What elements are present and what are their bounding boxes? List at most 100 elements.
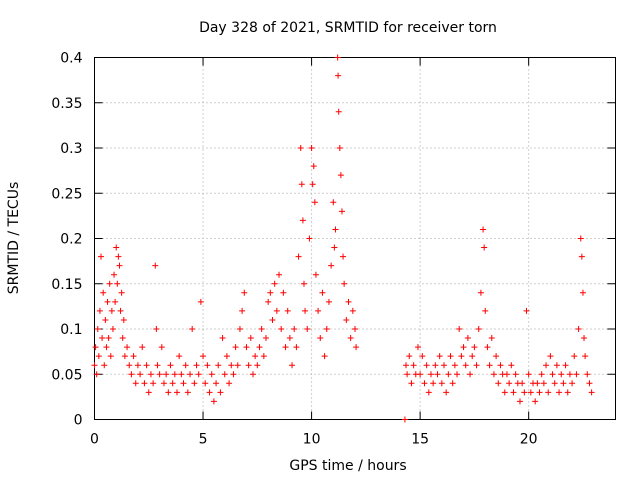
data-point xyxy=(141,380,148,387)
data-point xyxy=(258,326,265,332)
data-point xyxy=(334,54,341,61)
data-point xyxy=(273,307,280,314)
data-point xyxy=(325,298,332,305)
data-point xyxy=(486,362,493,369)
data-point xyxy=(176,353,183,360)
data-point xyxy=(427,371,434,378)
data-point xyxy=(171,371,178,378)
data-point xyxy=(247,335,254,342)
data-point xyxy=(239,307,246,314)
data-point xyxy=(213,380,220,387)
data-point xyxy=(438,380,445,387)
data-point xyxy=(132,380,139,387)
data-point xyxy=(543,362,550,369)
data-point xyxy=(558,371,565,378)
data-point xyxy=(117,307,124,314)
data-point xyxy=(280,289,287,296)
y-tick-label: 0.2 xyxy=(60,232,82,248)
data-point xyxy=(573,371,580,378)
data-point xyxy=(293,344,300,351)
data-point xyxy=(139,344,146,351)
data-point xyxy=(145,389,152,396)
data-point xyxy=(96,307,103,314)
data-point xyxy=(480,226,487,233)
data-point xyxy=(532,398,539,405)
data-point xyxy=(536,389,543,396)
data-point xyxy=(119,335,126,342)
data-point xyxy=(309,181,316,188)
data-point xyxy=(289,362,296,369)
data-point xyxy=(120,316,127,323)
data-point xyxy=(284,307,291,314)
data-point xyxy=(260,353,267,360)
data-point xyxy=(118,289,125,296)
data-point xyxy=(115,253,122,260)
data-point xyxy=(345,298,352,305)
data-point xyxy=(321,353,328,360)
data-point xyxy=(512,371,519,378)
data-point xyxy=(315,307,322,314)
data-point xyxy=(469,353,476,360)
data-point xyxy=(210,398,217,405)
data-point xyxy=(335,108,342,115)
data-point xyxy=(432,362,439,369)
data-point xyxy=(410,362,417,369)
data-point xyxy=(230,371,237,378)
data-point xyxy=(575,326,582,332)
data-point xyxy=(126,362,133,369)
data-point xyxy=(269,316,276,323)
data-point xyxy=(343,316,350,323)
data-point xyxy=(540,380,547,387)
data-point xyxy=(566,371,573,378)
data-point xyxy=(312,271,319,278)
data-point xyxy=(217,389,224,396)
data-point xyxy=(271,280,278,287)
data-point xyxy=(523,307,530,314)
y-tick-label: 0.4 xyxy=(60,51,82,67)
data-point xyxy=(228,362,235,369)
data-point xyxy=(100,289,107,296)
data-point xyxy=(332,226,339,233)
data-point xyxy=(249,371,256,378)
data-point xyxy=(167,362,174,369)
data-point xyxy=(173,389,180,396)
data-points xyxy=(91,54,595,423)
data-point xyxy=(202,380,209,387)
data-point xyxy=(495,380,502,387)
data-point xyxy=(254,362,261,369)
data-point xyxy=(556,389,563,396)
data-point xyxy=(124,344,131,351)
data-point xyxy=(338,208,345,215)
data-point xyxy=(276,271,283,278)
data-point xyxy=(588,389,595,396)
x-tick-label: 15 xyxy=(411,432,429,448)
data-point xyxy=(300,280,307,287)
data-point xyxy=(278,326,285,332)
data-point xyxy=(109,326,116,332)
data-point xyxy=(130,353,137,360)
data-point xyxy=(112,298,119,305)
data-point xyxy=(121,353,128,360)
data-point xyxy=(436,353,443,360)
data-point xyxy=(477,289,484,296)
data-point xyxy=(267,289,274,296)
data-point xyxy=(458,353,465,360)
data-point xyxy=(317,335,324,342)
data-point xyxy=(471,344,478,351)
data-point xyxy=(527,389,534,396)
data-point xyxy=(545,389,552,396)
data-point xyxy=(95,353,102,360)
data-point xyxy=(252,353,259,360)
data-point xyxy=(302,307,309,314)
data-point xyxy=(534,380,541,387)
data-point xyxy=(304,326,311,332)
data-point xyxy=(105,335,112,342)
data-point xyxy=(208,371,215,378)
data-point xyxy=(488,335,495,342)
data-point xyxy=(108,307,115,314)
data-point xyxy=(414,344,421,351)
data-point xyxy=(454,371,461,378)
y-axis-label: SRMTID / TECUs xyxy=(6,182,22,295)
data-point xyxy=(349,307,356,314)
data-point xyxy=(501,389,508,396)
